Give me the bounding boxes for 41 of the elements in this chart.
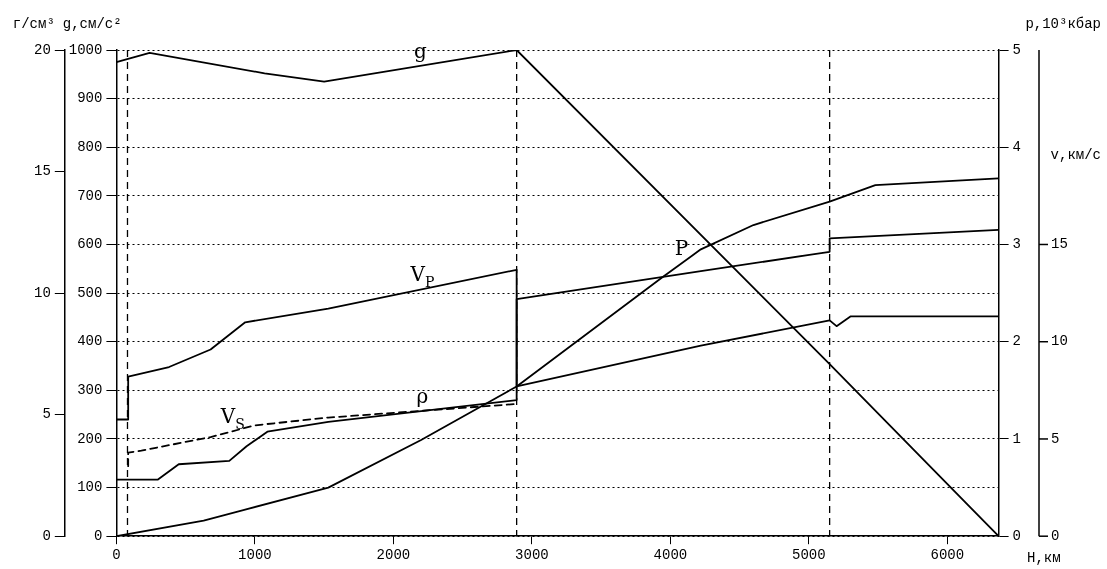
y2-tick-label: 20 (33, 41, 51, 58)
y2-tick-label: 5 (42, 406, 51, 423)
y-tick-label: 500 (77, 284, 103, 301)
y-tick-label: 200 (77, 430, 103, 447)
y-tick-label: 1000 (68, 41, 103, 58)
y-axis-title: v,км/с (1050, 146, 1102, 163)
y3-tick-label: 2 (1012, 333, 1021, 350)
x-tick-label: 3000 (515, 547, 549, 564)
y2-tick-label: 0 (42, 527, 51, 544)
x-tick-label: 2000 (376, 547, 411, 564)
y-tick-label: 100 (77, 479, 103, 496)
y-axis-title: g,см/с² (62, 16, 122, 32)
y3-tick-label: 1 (1012, 430, 1021, 447)
x-tick-label: 0 (112, 547, 121, 564)
y-tick-label: 900 (77, 90, 103, 107)
x-axis-title: H,км (1026, 550, 1061, 567)
y-tick-label: 0 (1051, 527, 1060, 544)
y-tick-label: 800 (77, 138, 103, 155)
y-tick-label: 600 (77, 236, 103, 253)
y2-tick-label: 10 (33, 284, 51, 301)
series-label: P (674, 236, 689, 261)
y2-tick-label: 15 (33, 163, 51, 180)
y-tick-label: 400 (77, 333, 103, 350)
y-tick-label: 5 (1051, 430, 1060, 447)
y3-tick-label: 4 (1012, 138, 1021, 155)
y3-axis-title: р,10³кбар (1025, 16, 1102, 32)
y-tick-label: 700 (77, 187, 103, 204)
x-tick-label: 4000 (653, 547, 688, 564)
series-label: g (414, 38, 427, 63)
y2-axis-title: г/см³ (12, 16, 55, 32)
y3-tick-label: 3 (1012, 236, 1021, 253)
x-tick-label: 6000 (930, 547, 965, 564)
y-tick-label: 15 (1051, 236, 1068, 253)
x-tick-label: 5000 (792, 547, 826, 564)
y3-tick-label: 0 (1012, 527, 1021, 544)
y-tick-label: 10 (1051, 333, 1068, 350)
y-tick-label: 300 (77, 382, 103, 399)
series-label: ρ (416, 384, 429, 408)
y-tick-label: 0 (94, 527, 103, 544)
x-tick-label: 1000 (238, 547, 272, 564)
y3-tick-label: 5 (1012, 41, 1021, 58)
